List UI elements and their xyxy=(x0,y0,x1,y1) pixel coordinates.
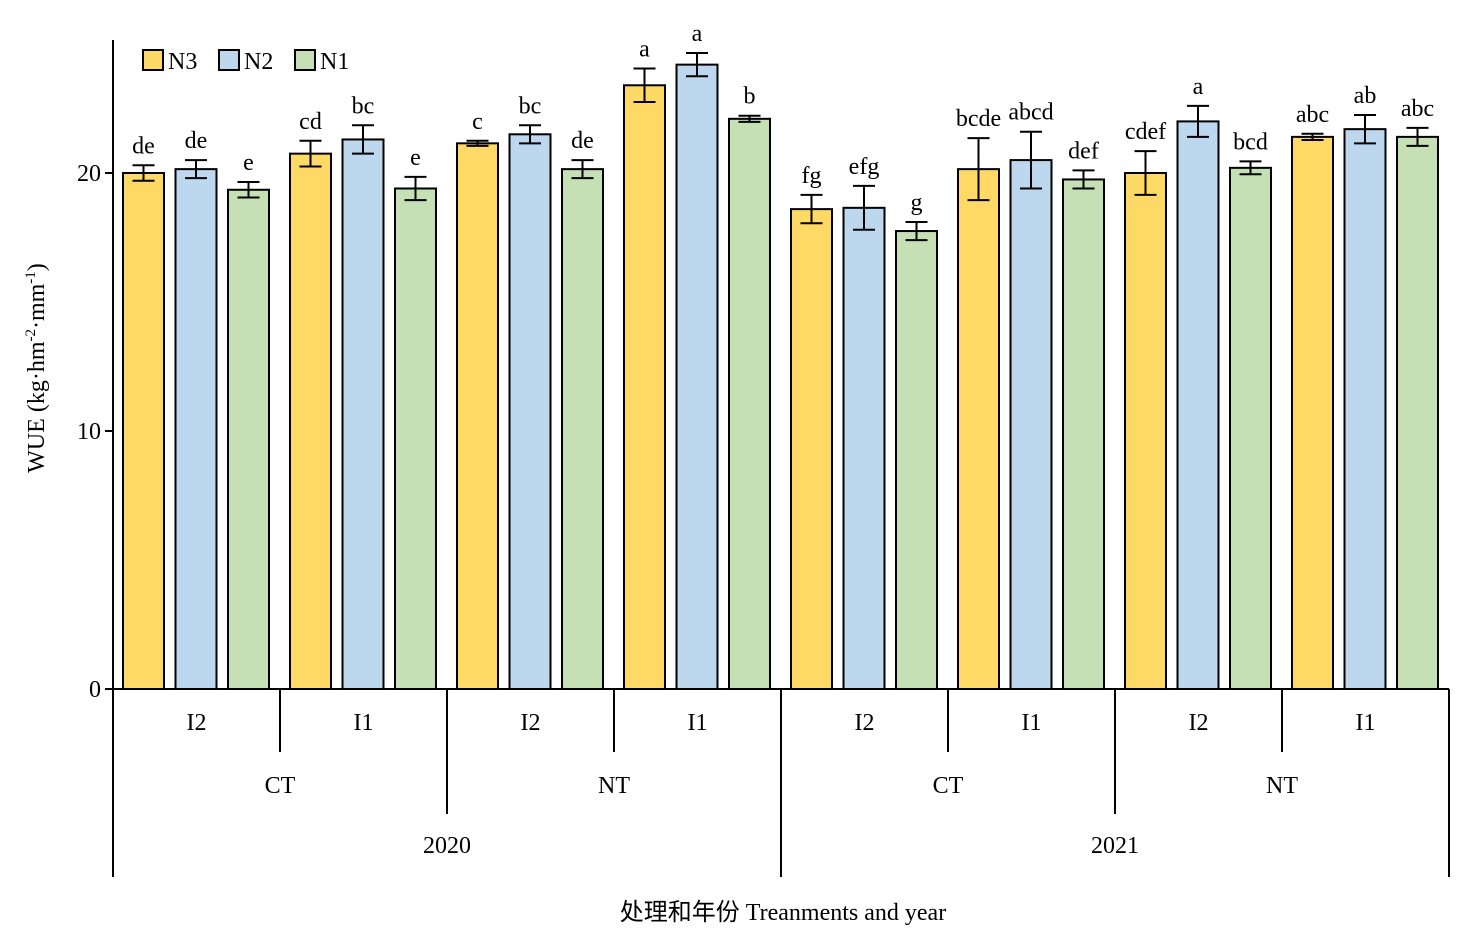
x-axis-title: 处理和年份 Treanments and year xyxy=(620,899,946,926)
significance-letter: abcd xyxy=(1008,100,1053,126)
significance-letter: a xyxy=(1193,74,1204,100)
significance-letter: e xyxy=(243,150,254,176)
x-tillage-label: NT xyxy=(1266,773,1298,799)
legend-swatch xyxy=(218,49,240,71)
bar xyxy=(289,152,332,690)
x-irrigation-label: I1 xyxy=(688,710,708,736)
bar xyxy=(561,168,604,690)
bar xyxy=(227,188,270,691)
x-axis-hierarchy: I2 I1 I2 I1 I2 I1 I2 I1 CT NT CT NT 2020 2021 xyxy=(112,688,1450,877)
bar xyxy=(675,63,719,690)
bar xyxy=(394,187,437,690)
x-irrigation-label: I2 xyxy=(1189,710,1209,736)
bar xyxy=(508,133,552,691)
significance-letter: de xyxy=(185,128,208,154)
significance-letter: ab xyxy=(1354,83,1377,109)
bar xyxy=(1343,128,1387,690)
y-tick-label: 0 xyxy=(89,677,101,703)
significance-letter: a xyxy=(692,21,703,47)
significance-letter: abc xyxy=(1401,96,1434,122)
bar xyxy=(1062,178,1105,690)
legend-swatch xyxy=(142,49,164,71)
legend: N3 N2 N1 xyxy=(142,49,349,75)
x-tillage-label: NT xyxy=(598,773,630,799)
bar xyxy=(1229,166,1272,690)
significance-letter: cdef xyxy=(1125,119,1166,145)
significance-letter: bc xyxy=(352,93,375,119)
bar xyxy=(456,142,499,690)
legend-label: N2 xyxy=(244,49,273,75)
bar xyxy=(1176,120,1220,690)
x-irrigation-label: I1 xyxy=(1356,710,1376,736)
significance-letter: fg xyxy=(802,163,822,189)
significance-letter: bcd xyxy=(1233,129,1268,155)
significance-letter: bcde xyxy=(956,106,1001,132)
bar xyxy=(842,206,886,691)
bar xyxy=(122,172,165,690)
bar xyxy=(790,208,833,690)
legend-swatch xyxy=(294,49,316,71)
bar xyxy=(728,117,771,690)
significance-letter: c xyxy=(472,109,483,135)
significance-letter: bc xyxy=(519,93,542,119)
significance-letter: de xyxy=(132,133,155,159)
bar xyxy=(895,230,938,691)
x-year-label: 2020 xyxy=(423,833,471,859)
x-year-label: 2021 xyxy=(1091,833,1139,859)
significance-letter: a xyxy=(639,37,650,63)
y-axis: 0 10 20 xyxy=(77,40,114,703)
y-axis-title: WUE (kg·hm-2·mm-1) xyxy=(23,263,50,473)
y-tick-label: 20 xyxy=(77,161,101,187)
x-tillage-label: CT xyxy=(933,773,964,799)
significance-letter: de xyxy=(571,128,594,154)
y-tick-label: 10 xyxy=(77,419,101,445)
significance-letter: abc xyxy=(1296,102,1329,128)
significance-letter: e xyxy=(410,145,421,171)
significance-letter: b xyxy=(744,84,756,110)
significance-letter: efg xyxy=(849,154,880,180)
x-irrigation-label: I2 xyxy=(855,710,875,736)
legend-label: N1 xyxy=(320,49,349,75)
bar xyxy=(1009,159,1053,691)
bar xyxy=(957,168,1000,690)
x-irrigation-label: I1 xyxy=(354,710,374,736)
bar xyxy=(1124,172,1167,690)
significance-letter: g xyxy=(911,190,923,216)
bar xyxy=(1291,135,1334,690)
significance-letter: cd xyxy=(299,109,322,135)
bar xyxy=(174,168,218,690)
bar xyxy=(623,84,666,690)
x-irrigation-label: I2 xyxy=(187,710,207,736)
x-tillage-label: CT xyxy=(265,773,296,799)
bar xyxy=(341,138,385,690)
x-irrigation-label: I1 xyxy=(1022,710,1042,736)
legend-label: N3 xyxy=(168,49,197,75)
significance-letter: def xyxy=(1068,138,1099,164)
x-irrigation-label: I2 xyxy=(521,710,541,736)
bar xyxy=(1396,135,1439,690)
